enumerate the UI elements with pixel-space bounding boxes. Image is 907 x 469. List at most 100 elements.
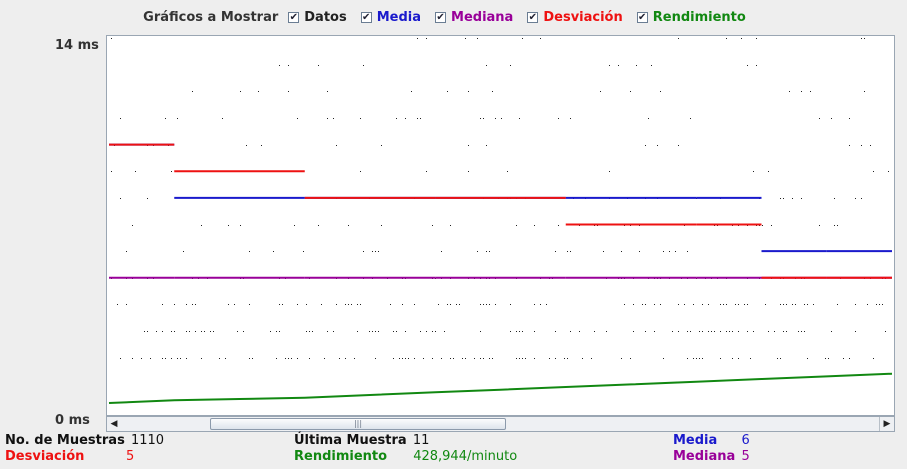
data-point <box>855 304 856 305</box>
data-point <box>339 358 340 359</box>
data-point <box>621 358 622 359</box>
data-point <box>645 145 646 146</box>
data-point <box>132 358 133 359</box>
data-point <box>474 358 475 359</box>
data-point <box>699 331 700 332</box>
data-point <box>279 65 280 66</box>
data-point <box>723 304 724 305</box>
data-point <box>480 331 481 332</box>
data-point <box>711 331 712 332</box>
data-point <box>372 251 373 252</box>
legend-label-desviacion: Desviación <box>543 9 623 25</box>
data-point <box>600 91 601 92</box>
data-point <box>276 358 277 359</box>
data-point <box>639 251 640 252</box>
data-point <box>465 358 466 359</box>
data-point <box>792 304 793 305</box>
data-point <box>720 331 721 332</box>
data-point <box>786 331 787 332</box>
data-point <box>210 331 211 332</box>
data-point <box>603 251 604 252</box>
scroll-right-arrow-icon[interactable]: ▶ <box>879 417 894 431</box>
data-point <box>150 358 151 359</box>
data-point <box>768 331 769 332</box>
mediana-checkbox-icon[interactable]: ✔ <box>435 11 447 23</box>
data-point <box>495 304 496 305</box>
data-point <box>870 145 871 146</box>
data-point <box>327 91 328 92</box>
data-point <box>294 225 295 226</box>
data-point <box>432 358 433 359</box>
data-point <box>291 358 292 359</box>
data-point <box>777 358 778 359</box>
data-point <box>297 304 298 305</box>
data-point <box>720 304 721 305</box>
data-point <box>699 358 700 359</box>
data-point <box>270 331 271 332</box>
legend-item-datos[interactable]: ✔ Datos <box>288 10 347 25</box>
stat-samples-value: 1110 <box>130 433 165 448</box>
data-point <box>378 331 379 332</box>
data-point <box>327 118 328 119</box>
data-point <box>633 304 634 305</box>
data-point <box>861 38 862 39</box>
data-point <box>765 304 766 305</box>
data-point <box>318 225 319 226</box>
legend-item-desviacion[interactable]: ✔ Desviación <box>527 9 623 25</box>
data-point <box>405 118 406 119</box>
data-point <box>483 304 484 305</box>
data-point <box>480 118 481 119</box>
scroll-left-arrow-icon[interactable]: ◀ <box>110 419 118 429</box>
data-point <box>771 225 772 226</box>
stat-mean-label: Media <box>673 433 718 448</box>
data-point <box>363 65 364 66</box>
data-point <box>141 358 142 359</box>
desviacion-checkbox-icon[interactable]: ✔ <box>527 11 539 23</box>
data-point <box>375 358 376 359</box>
data-point <box>516 225 517 226</box>
data-point <box>372 331 373 332</box>
datos-checkbox-icon[interactable]: ✔ <box>288 11 300 23</box>
data-point <box>468 145 469 146</box>
data-point <box>195 331 196 332</box>
stat-samples-label: No. de Muestras <box>5 433 125 448</box>
data-point <box>747 65 748 66</box>
legend-item-media[interactable]: ✔ Media <box>360 10 421 25</box>
data-point <box>345 358 346 359</box>
graph-svg <box>108 38 893 404</box>
data-point <box>651 65 652 66</box>
data-point <box>324 358 325 359</box>
data-point <box>381 145 382 146</box>
legend-item-rendimiento[interactable]: ✔ Rendimiento <box>636 10 746 25</box>
data-point <box>120 198 121 199</box>
media-checkbox-icon[interactable]: ✔ <box>360 11 372 23</box>
data-point <box>762 225 763 226</box>
data-point <box>450 358 451 359</box>
grip-icon: ||| <box>353 419 363 428</box>
data-point <box>645 331 646 332</box>
data-point <box>849 358 850 359</box>
y-axis-min-label: 0 ms <box>55 413 90 428</box>
rendimiento-checkbox-icon[interactable]: ✔ <box>636 11 648 23</box>
data-point <box>486 304 487 305</box>
data-point <box>375 331 376 332</box>
data-point <box>381 225 382 226</box>
scrollbar-thumb[interactable]: ||| <box>210 418 506 430</box>
data-point <box>276 331 277 332</box>
data-point <box>804 331 805 332</box>
data-point <box>306 331 307 332</box>
data-point <box>684 304 685 305</box>
data-point <box>336 304 337 305</box>
data-point <box>594 331 595 332</box>
stat-deviation-label: Desviación <box>5 449 85 464</box>
data-point <box>540 38 541 39</box>
legend-label-mediana: Mediana <box>451 9 514 25</box>
data-point <box>363 251 364 252</box>
data-point <box>171 358 172 359</box>
data-point <box>393 331 394 332</box>
data-point <box>354 358 355 359</box>
data-point <box>510 331 511 332</box>
legend-item-mediana[interactable]: ✔ Mediana <box>435 10 513 25</box>
horizontal-scrollbar[interactable]: ◀ ||| ▶ <box>106 416 895 432</box>
data-point <box>738 304 739 305</box>
